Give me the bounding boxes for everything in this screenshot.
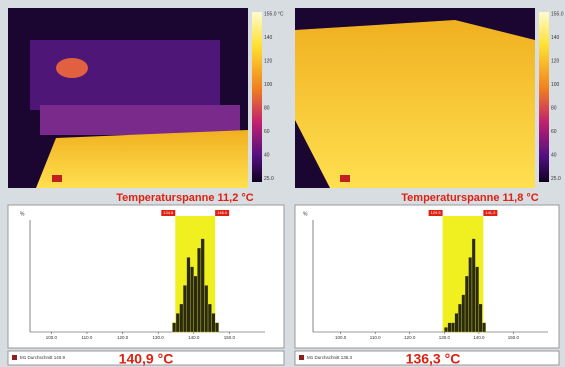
scale-label: 40 [551,152,557,158]
range-tag [483,210,498,216]
scale-label: 100 [264,82,273,88]
histogram-bar [175,313,180,333]
x-tick-label: 140.0 [188,335,200,340]
histogram-bar [457,303,462,333]
x-tick-label: 150.0 [224,335,236,340]
x-tick-label: 110.0 [370,335,381,340]
histogram-bar [447,322,452,333]
histogram-bar [190,266,194,333]
histogram-frame [294,204,560,349]
histogram-bar [211,313,216,333]
histogram-bar [179,303,184,333]
histogram-bar [197,247,202,333]
histogram-bar [451,322,455,333]
scale-label: 120 [264,58,273,64]
thermal-image-left [8,8,262,188]
histogram-bar [215,322,219,333]
status-bar [294,350,560,366]
range-label: 146.0 [217,210,228,215]
x-tick-label: 140.0 [473,335,485,340]
scale-label: 120 [551,58,560,64]
histogram-bar [454,313,459,333]
histogram-bar [172,322,177,333]
average-value: 140,9 °C [119,351,174,367]
y-axis-label: % [303,211,308,217]
range-tag [428,210,443,216]
status-bar [7,350,285,366]
histogram-bar [478,303,483,333]
histogram-bar [468,257,473,333]
thermal-image-right [295,8,549,188]
histogram-bar [475,266,480,333]
y-axis-label: % [20,211,25,217]
scale-label: 140 [551,35,560,41]
legend-label: M1 Durchschnitt 140.9 [20,355,66,360]
histogram-bar [204,285,209,333]
histogram-bar [464,275,469,333]
x-tick-label: 150.0 [508,335,520,340]
scale-label: 100 [551,82,560,88]
legend-swatch [12,355,17,360]
scale-label: 155.0 °C [264,11,284,17]
x-tick-label: 110.0 [82,335,93,340]
histogram-bar [471,238,476,333]
scale-label: 155.0 °C [551,11,565,17]
x-tick-label: 100.0 [335,335,347,340]
scale-label: 60 [551,129,557,135]
histogram-bar [444,327,448,333]
x-tick-label: 120.0 [117,335,129,340]
range-tag [161,210,176,216]
scale-label: 40 [264,152,270,158]
temperature-span: Temperaturspanne 11,8 °C [401,192,539,204]
legend-swatch [299,355,304,360]
histogram-bar [186,257,191,333]
histogram-bar [182,285,187,333]
range-label: 141.3 [485,210,496,215]
average-value: 136,3 °C [406,351,461,367]
range-label: 134.8 [163,210,174,215]
scale-label: 25.0 [551,176,561,182]
scale-label: 80 [551,105,557,111]
range-tag [215,210,230,216]
histogram-bar [461,294,466,333]
scale-label: 80 [264,105,270,111]
scale-label: 60 [264,129,270,135]
scale-label: 140 [264,35,273,41]
legend-label: M1 Durchschnitt 136.3 [307,355,353,360]
x-tick-label: 130.0 [439,335,451,340]
histogram-bar [482,322,486,333]
x-tick-label: 100.0 [46,335,58,340]
x-tick-label: 130.0 [153,335,165,340]
scale-label: 25.0 [264,176,274,182]
range-label: 129.5 [431,210,442,215]
histogram-frame [7,204,285,349]
histogram-bar [193,275,198,333]
x-tick-label: 120.0 [404,335,416,340]
temperature-span: Temperaturspanne 11,2 °C [116,192,254,204]
histogram-bar [200,238,205,333]
histogram-bar [207,303,212,333]
